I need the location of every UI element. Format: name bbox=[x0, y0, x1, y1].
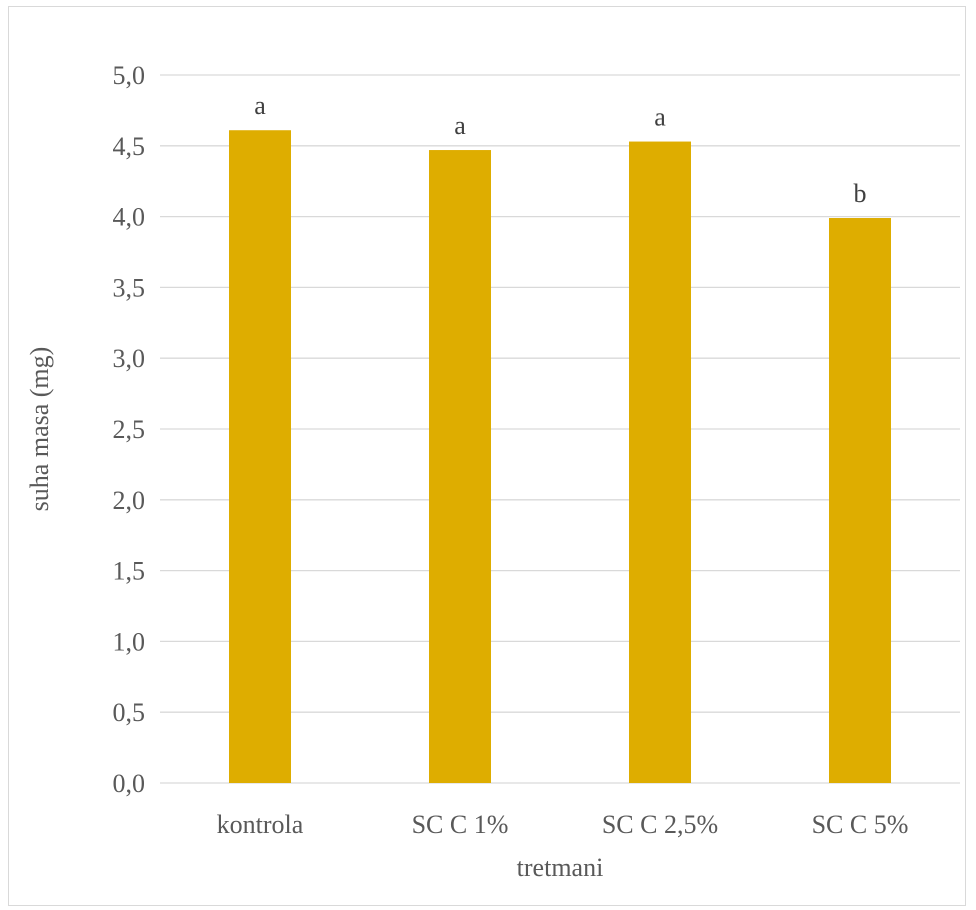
bar bbox=[829, 218, 891, 784]
y-tick-label: 3,5 bbox=[113, 273, 146, 302]
y-tick-label: 3,0 bbox=[113, 344, 146, 373]
y-tick-label: 2,5 bbox=[113, 415, 146, 444]
x-category-label: SC C 2,5% bbox=[602, 810, 718, 839]
x-category-label: kontrola bbox=[217, 810, 304, 839]
bar-annotation: b bbox=[854, 179, 867, 208]
x-category-label: SC C 5% bbox=[812, 810, 909, 839]
x-axis-title: tretmani bbox=[517, 853, 604, 882]
x-axis-category-labels: kontrola SC C 1% SC C 2,5% SC C 5% bbox=[217, 810, 909, 839]
y-tick-label: 5,0 bbox=[113, 61, 146, 90]
bar bbox=[229, 130, 291, 783]
y-tick-label: 4,0 bbox=[113, 203, 146, 232]
y-tick-label: 0,5 bbox=[113, 698, 146, 727]
y-tick-label: 1,5 bbox=[113, 557, 146, 586]
bar-annotation: a bbox=[454, 111, 466, 140]
y-axis-tick-labels: 0,0 0,5 1,0 1,5 2,0 2,5 3,0 3,5 4,0 4,5 5,0 bbox=[113, 61, 146, 798]
bar-annotations: a a a b bbox=[254, 91, 866, 208]
gridlines bbox=[160, 74, 960, 784]
y-tick-label: 1,0 bbox=[113, 627, 146, 656]
bar-annotation: a bbox=[254, 91, 266, 120]
bars bbox=[229, 130, 891, 784]
bar-annotation: a bbox=[654, 103, 666, 132]
bar bbox=[629, 141, 691, 783]
y-tick-label: 2,0 bbox=[113, 486, 146, 515]
x-category-label: SC C 1% bbox=[412, 810, 509, 839]
y-tick-label: 4,5 bbox=[113, 132, 146, 161]
y-axis-title: suha masa (mg) bbox=[25, 347, 54, 512]
y-tick-label: 0,0 bbox=[113, 769, 146, 798]
bar bbox=[429, 150, 491, 784]
